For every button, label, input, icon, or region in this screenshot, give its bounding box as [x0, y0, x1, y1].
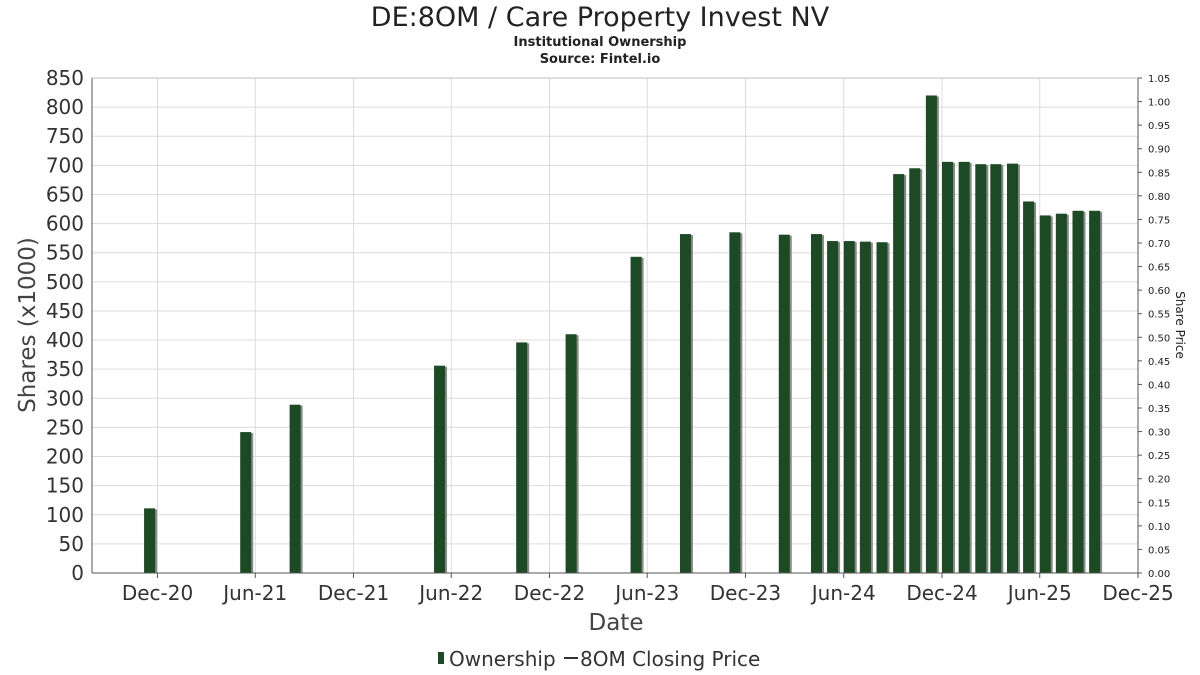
- y-tick-label: 400: [46, 328, 84, 352]
- bars-layer: [144, 95, 1103, 574]
- legend-ownership-swatch: [438, 652, 444, 664]
- x-tick-label: Jun-25: [1006, 581, 1072, 605]
- ownership-bar: [810, 234, 822, 573]
- x-tick-label: Jun-22: [417, 581, 483, 605]
- y2-tick-label: 0.50: [1148, 333, 1170, 344]
- y2-tick-label: 1.00: [1148, 98, 1170, 109]
- y-tick-label: 650: [46, 182, 84, 206]
- y2-tick-label: 0.45: [1148, 357, 1170, 368]
- y-tick-label: 350: [46, 357, 84, 381]
- chart-title: DE:8OM / Care Property Invest NV: [370, 2, 830, 33]
- y2-tick-label: 1.05: [1148, 74, 1170, 85]
- y-tick-label: 500: [46, 270, 84, 294]
- y2-tick-label: 0.40: [1148, 380, 1170, 391]
- x-tick-label: Dec-24: [906, 581, 977, 605]
- ownership-bar: [289, 404, 301, 573]
- ownership-bar: [958, 161, 970, 573]
- y-axis-label: Shares (x1000): [15, 237, 41, 413]
- ownership-bar: [1023, 201, 1035, 574]
- y-tick-label: 550: [46, 241, 84, 265]
- x-tick-label: Dec-22: [514, 581, 585, 605]
- y-tick-label: 700: [46, 153, 84, 177]
- y-tick-label: 450: [46, 299, 84, 323]
- y2-tick-label: 0.05: [1148, 545, 1170, 556]
- y2-tick-label: 0.85: [1148, 168, 1170, 179]
- y-tick-label: 200: [46, 445, 84, 469]
- x-axis-label: Date: [589, 610, 644, 636]
- y2-tick-label: 0.80: [1148, 192, 1170, 203]
- x-tick-label: Jun-23: [613, 581, 679, 605]
- chart-source: Source: Fintel.io: [539, 52, 661, 67]
- y-tick-label: 600: [46, 212, 84, 236]
- y2-tick-label: 0.20: [1148, 475, 1170, 486]
- ownership-bar: [1089, 210, 1101, 573]
- ownership-bar: [1055, 213, 1067, 573]
- y2-tick-label: 0.70: [1148, 239, 1170, 250]
- legend: Ownership 8OM Closing Price: [438, 647, 760, 671]
- y-tick-label: 250: [46, 415, 84, 439]
- ownership-bar: [859, 241, 871, 573]
- ownership-bar: [434, 365, 446, 573]
- y2-tick-label: 0.00: [1148, 569, 1170, 580]
- y-tick-label: 300: [46, 386, 84, 410]
- y2-tick-label: 0.60: [1148, 286, 1170, 297]
- y-tick-label: 850: [46, 66, 84, 90]
- ownership-bar: [240, 432, 252, 573]
- ownership-bar: [565, 334, 577, 573]
- y2-tick-label: 0.65: [1148, 263, 1170, 274]
- ownership-bar: [843, 241, 855, 573]
- y-tick-label: 750: [46, 124, 84, 148]
- y-tick-label: 0: [71, 561, 84, 585]
- ownership-bar: [1039, 215, 1051, 573]
- ownership-bar: [925, 95, 937, 574]
- y2-tick-label: 0.90: [1148, 145, 1170, 156]
- x-tick-label: Dec-25: [1102, 581, 1173, 605]
- legend-ownership-label: Ownership: [449, 647, 556, 671]
- ownership-bar: [630, 256, 642, 573]
- ownership-bar: [679, 234, 691, 573]
- x-tick-label: Dec-23: [710, 581, 781, 605]
- ownership-bar: [942, 161, 954, 573]
- y2-tick-label: 0.75: [1148, 215, 1170, 226]
- ownership-bar: [1006, 163, 1018, 573]
- y2-tick-label: 0.95: [1148, 121, 1170, 132]
- ownership-bar: [893, 174, 905, 573]
- ownership-bar: [778, 234, 790, 573]
- legend-price-label: 8OM Closing Price: [580, 647, 760, 671]
- ownership-bar: [990, 164, 1002, 573]
- y2-tick-label: 0.55: [1148, 310, 1170, 321]
- ownership-bar: [876, 242, 888, 574]
- y2-tick-label: 0.35: [1148, 404, 1170, 415]
- y2-tick-label: 0.25: [1148, 451, 1170, 462]
- x-tick-label: Jun-21: [221, 581, 287, 605]
- ownership-bar: [975, 164, 987, 573]
- ownership-bar: [1072, 210, 1084, 573]
- axes-layer: 0 50 100 150 200 250 300 350 400 450 500 550 600 650 7…: [46, 66, 1174, 605]
- y-tick-label: 800: [46, 95, 84, 119]
- y-tick-label: 50: [59, 532, 84, 556]
- y-tick-label: 150: [46, 474, 84, 498]
- y2-tick-label: 0.30: [1148, 428, 1170, 439]
- y2-tick-label: 0.10: [1148, 522, 1170, 533]
- chart-subtitle: Institutional Ownership: [513, 35, 687, 50]
- y2-axis-label: Share Price: [1173, 291, 1187, 359]
- ownership-bar: [827, 241, 839, 573]
- ownership-bar: [909, 168, 921, 573]
- y2-tick-label: 0.15: [1148, 498, 1170, 509]
- x-tick-label: Dec-20: [122, 581, 193, 605]
- x-tick-label: Jun-24: [810, 581, 876, 605]
- x-tick-label: Dec-21: [318, 581, 389, 605]
- ownership-bar: [729, 232, 741, 573]
- y-tick-label: 100: [46, 503, 84, 527]
- ownership-bar: [144, 508, 156, 573]
- ownership-bar: [516, 342, 528, 573]
